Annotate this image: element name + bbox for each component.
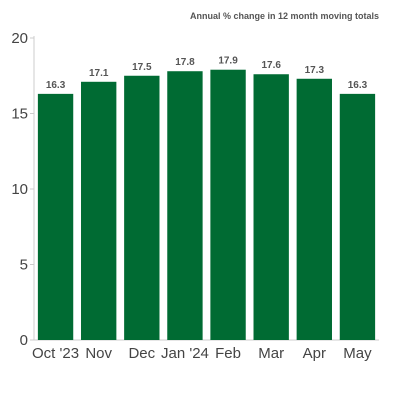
bar — [253, 74, 289, 341]
bar — [124, 75, 160, 340]
bar — [81, 81, 117, 340]
y-tick-label: 10 — [11, 181, 28, 198]
data-label: 17.9 — [218, 56, 238, 67]
x-tick-label: May — [343, 345, 372, 362]
data-label: 17.6 — [261, 60, 281, 71]
y-tick-label: 20 — [11, 30, 28, 47]
y-tick-label: 15 — [11, 106, 28, 123]
data-label: 17.5 — [132, 62, 152, 73]
x-tick-label: Feb — [215, 345, 241, 362]
data-label: 17.3 — [305, 65, 325, 76]
data-label: 17.8 — [175, 57, 195, 68]
bar — [339, 93, 376, 341]
bar — [167, 71, 203, 340]
data-label: 17.1 — [89, 68, 109, 79]
x-tick-label: Mar — [258, 345, 284, 362]
y-tick-label: 5 — [20, 257, 28, 274]
chart-annotation: Annual % change in 12 month moving total… — [190, 11, 379, 21]
x-tick-label: Apr — [303, 345, 326, 362]
x-tick-label: Dec — [128, 345, 155, 362]
y-tick-label: 0 — [20, 332, 28, 349]
x-axis-ticks: Oct '23 Nov Dec Jan '24 Feb Mar Apr May — [32, 345, 372, 362]
x-tick-label: Oct '23 — [32, 345, 79, 362]
data-labels: 16.3 17.1 17.5 17.8 17.9 17.6 17.3 16.3 — [46, 56, 368, 91]
data-label: 16.3 — [348, 80, 368, 91]
bar — [37, 93, 74, 341]
bar — [210, 69, 246, 341]
data-label: 16.3 — [46, 80, 66, 91]
x-tick-label: Jan '24 — [161, 345, 209, 362]
bar — [296, 78, 332, 341]
y-axis-ticks: 0 5 10 15 20 — [11, 30, 34, 349]
x-tick-label: Nov — [85, 345, 112, 362]
bar-series — [37, 69, 376, 341]
